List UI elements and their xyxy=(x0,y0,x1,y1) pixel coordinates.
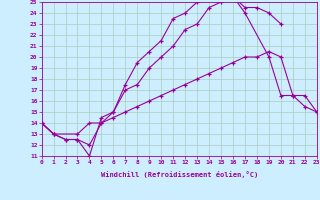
X-axis label: Windchill (Refroidissement éolien,°C): Windchill (Refroidissement éolien,°C) xyxy=(100,171,258,178)
